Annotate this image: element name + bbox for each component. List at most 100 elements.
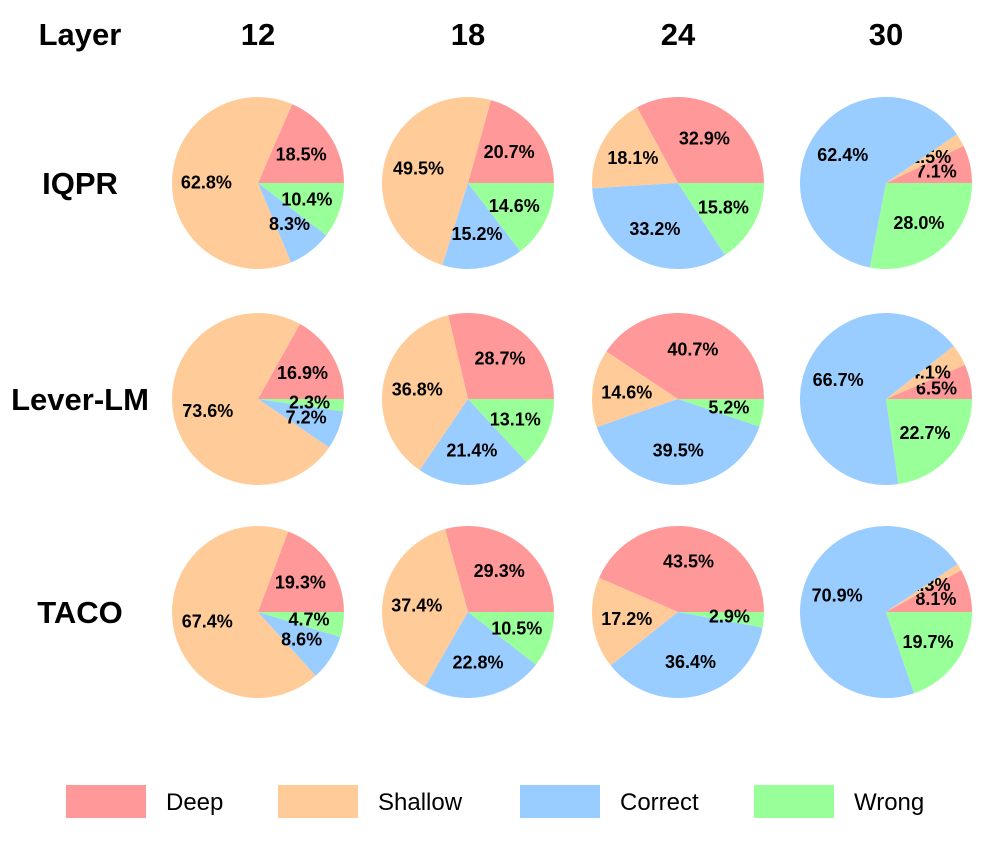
- legend-swatch-deep: [66, 785, 146, 818]
- legend-swatch-correct: [520, 785, 600, 818]
- pie-slice-correct: [596, 399, 760, 486]
- pie-slice-deep: [258, 104, 344, 183]
- slice-label-correct: 15.2%: [451, 224, 502, 244]
- slice-label-deep: 18.5%: [276, 145, 327, 165]
- slice-label-wrong: 10.5%: [491, 619, 542, 639]
- pie-slice-deep: [886, 364, 972, 399]
- slice-label-wrong: 2.9%: [709, 607, 750, 627]
- pie-slice-wrong: [258, 612, 344, 638]
- pie-slice-wrong: [886, 612, 972, 694]
- slice-label-shallow: 18.1%: [607, 148, 658, 168]
- pie-lever-lm-layer-18: 28.7% 36.8% 21.4% 13.1%: [381, 312, 554, 486]
- slice-label-shallow: 37.4%: [391, 596, 442, 616]
- slice-label-correct: 62.4%: [817, 145, 868, 165]
- slice-label-deep: 28.7%: [474, 349, 525, 369]
- legend-item-shallow: Shallow: [278, 785, 463, 818]
- pie-iqpr-layer-24: 32.9% 18.1% 33.2% 15.8%: [592, 96, 765, 270]
- pie-slice-deep: [606, 313, 764, 399]
- pie-slice-deep: [599, 525, 764, 612]
- slice-label-deep: 7.1%: [916, 162, 957, 182]
- slice-label-correct: 33.2%: [629, 219, 680, 239]
- pie-slice-deep: [448, 312, 554, 399]
- slice-label-correct: 21.4%: [446, 441, 497, 461]
- layer-header-12: 12: [241, 17, 275, 52]
- pie-slice-correct: [800, 97, 957, 268]
- slice-label-deep: 40.7%: [667, 340, 718, 360]
- slice-label-wrong: 2.3%: [289, 393, 330, 413]
- slice-label-wrong: 5.2%: [708, 397, 749, 417]
- pie-slice-wrong: [468, 183, 554, 252]
- slice-label-shallow: 62.8%: [181, 173, 232, 193]
- pie-slice-shallow: [382, 529, 468, 687]
- pie-iqpr-layer-12: 18.5% 62.8% 8.3% 10.4%: [172, 96, 344, 269]
- pie-slice-shallow: [381, 315, 468, 471]
- slice-label-correct: 8.3%: [269, 214, 310, 234]
- pie-slice-correct: [419, 399, 527, 486]
- pie-taco-layer-30: 8.1%1.3%70.9%19.7%: [800, 526, 972, 699]
- pie-slice-deep: [258, 323, 344, 399]
- slice-label-shallow: 67.4%: [182, 612, 233, 632]
- pie-slice-shallow: [886, 345, 965, 399]
- pie-lever-lm-layer-30: 6.5%4.1%66.7%22.7%: [799, 312, 972, 485]
- pie-slice-correct: [425, 612, 536, 698]
- pie-iqpr-layer-18: 20.7% 49.5% 15.2% 14.6%: [381, 96, 554, 270]
- slice-label-deep: 8.1%: [915, 589, 956, 609]
- pie-slice-shallow: [886, 564, 962, 612]
- slice-label-correct: 22.8%: [452, 653, 503, 673]
- slice-label-shallow: 49.5%: [393, 158, 444, 178]
- slice-label-wrong: 15.8%: [698, 198, 749, 218]
- pie-taco-layer-24: 43.5% 17.2% 36.4% 2.9%: [591, 525, 764, 699]
- pie-slice-correct: [258, 399, 344, 448]
- pie-charts: 18.5% 62.8% 8.3% 10.4% 20.7% 49.5% 15.2% 14.6% 3…: [171, 96, 972, 699]
- slice-label-wrong: 28.0%: [893, 213, 944, 233]
- method-row-labels: IQPR Lever-LM TACO: [11, 166, 149, 630]
- slice-label-shallow: 73.6%: [182, 401, 233, 421]
- pie-slice-shallow: [171, 526, 316, 699]
- pie-slice-wrong: [258, 399, 344, 412]
- legend-label-correct: Correct: [620, 789, 699, 816]
- slice-label-wrong: 13.1%: [490, 410, 541, 430]
- slice-label-deep: 29.3%: [474, 561, 525, 581]
- pie-slice-deep: [886, 570, 972, 612]
- slice-label-deep: 16.9%: [277, 363, 328, 383]
- pie-slice-deep: [886, 145, 972, 183]
- pie-slice-wrong: [258, 183, 344, 236]
- legend-label-wrong: Wrong: [854, 789, 924, 816]
- pie-slice-wrong: [678, 183, 765, 256]
- layer-header-24: 24: [661, 17, 696, 52]
- slice-label-correct: 8.6%: [281, 630, 322, 650]
- slice-label-correct: 7.2%: [286, 408, 327, 428]
- slice-label-deep: 19.3%: [275, 573, 326, 593]
- layer-column-headers: 12 18 24 30: [241, 17, 903, 52]
- legend: Deep Shallow Correct Wrong: [66, 785, 924, 818]
- pie-iqpr-layer-30: 7.1%2.5%62.4%28.0%: [800, 97, 972, 270]
- slice-label-correct: 66.7%: [813, 370, 864, 390]
- pie-slice-wrong: [678, 399, 764, 427]
- pie-slice-deep: [468, 100, 554, 183]
- layer-header-18: 18: [451, 17, 485, 52]
- pie-taco-layer-12: 19.3% 67.4% 8.6%4.7%: [171, 526, 344, 699]
- layer-header-30: 30: [869, 17, 903, 52]
- slice-label-wrong: 19.7%: [902, 632, 953, 652]
- layer-header-label: Layer: [39, 17, 122, 52]
- pie-slice-wrong: [678, 612, 764, 628]
- pie-slice-correct: [800, 526, 958, 699]
- pie-taco-layer-18: 29.3% 37.4% 22.8% 10.5%: [382, 526, 554, 698]
- slice-label-correct: 36.4%: [665, 652, 716, 672]
- slice-label-wrong: 10.4%: [281, 190, 332, 210]
- pie-slice-shallow: [591, 577, 678, 666]
- pie-slice-wrong: [886, 399, 972, 485]
- slice-label-wrong: 4.7%: [288, 610, 329, 630]
- pie-slice-deep: [637, 96, 764, 183]
- pie-slice-deep: [258, 531, 344, 612]
- slice-label-correct: 39.5%: [653, 441, 704, 461]
- legend-swatch-shallow: [278, 785, 358, 818]
- pie-slice-wrong: [869, 183, 972, 270]
- pie-slice-shallow: [592, 107, 678, 189]
- slice-label-deep: 32.9%: [679, 129, 730, 149]
- pie-slice-deep: [445, 526, 554, 612]
- legend-label-deep: Deep: [166, 789, 223, 816]
- legend-label-shallow: Shallow: [378, 789, 463, 816]
- method-label-taco: TACO: [37, 595, 123, 630]
- pie-slice-shallow: [171, 313, 330, 486]
